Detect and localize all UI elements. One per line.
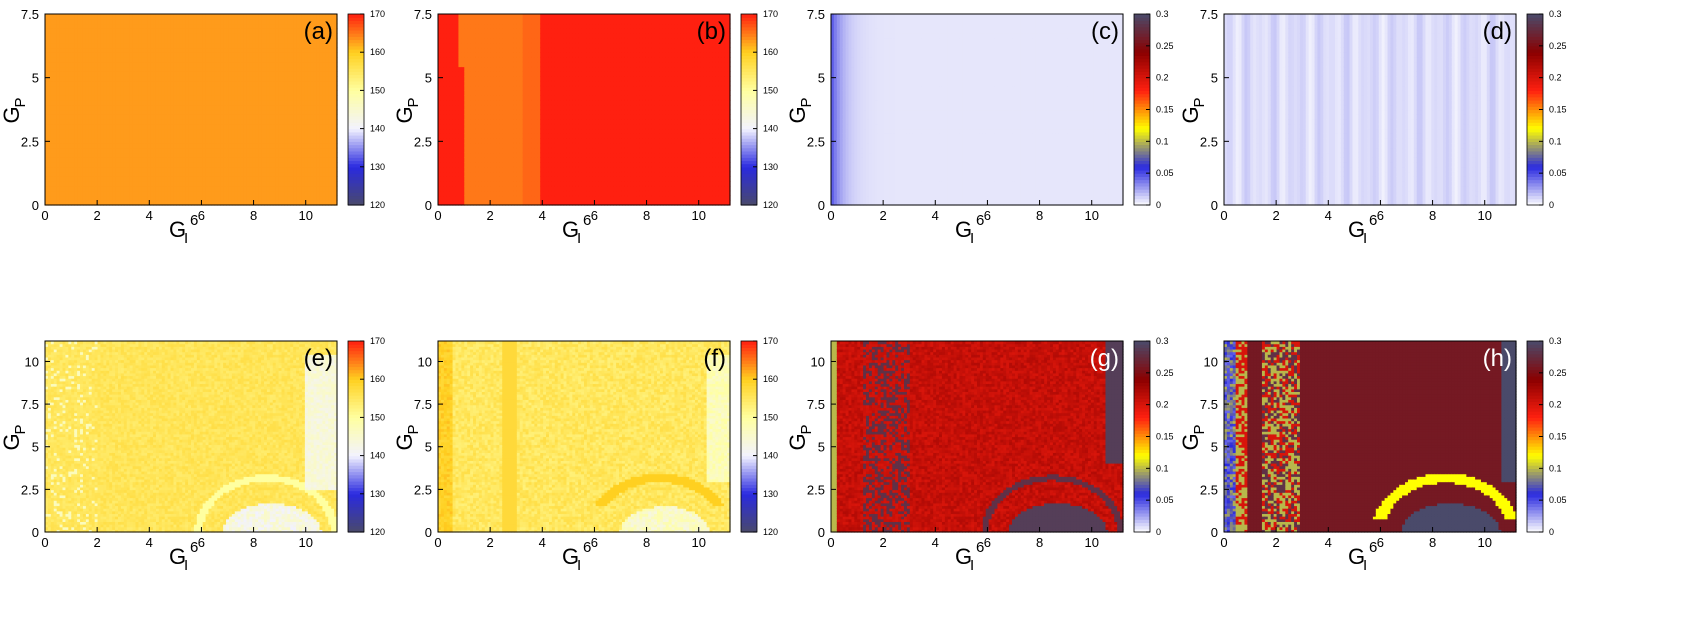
panel-a: 0 2 4 6 8 1002.557.5GI6GP(a)12013014015016017… [0,7,385,247]
heatmap-cells [45,14,338,206]
